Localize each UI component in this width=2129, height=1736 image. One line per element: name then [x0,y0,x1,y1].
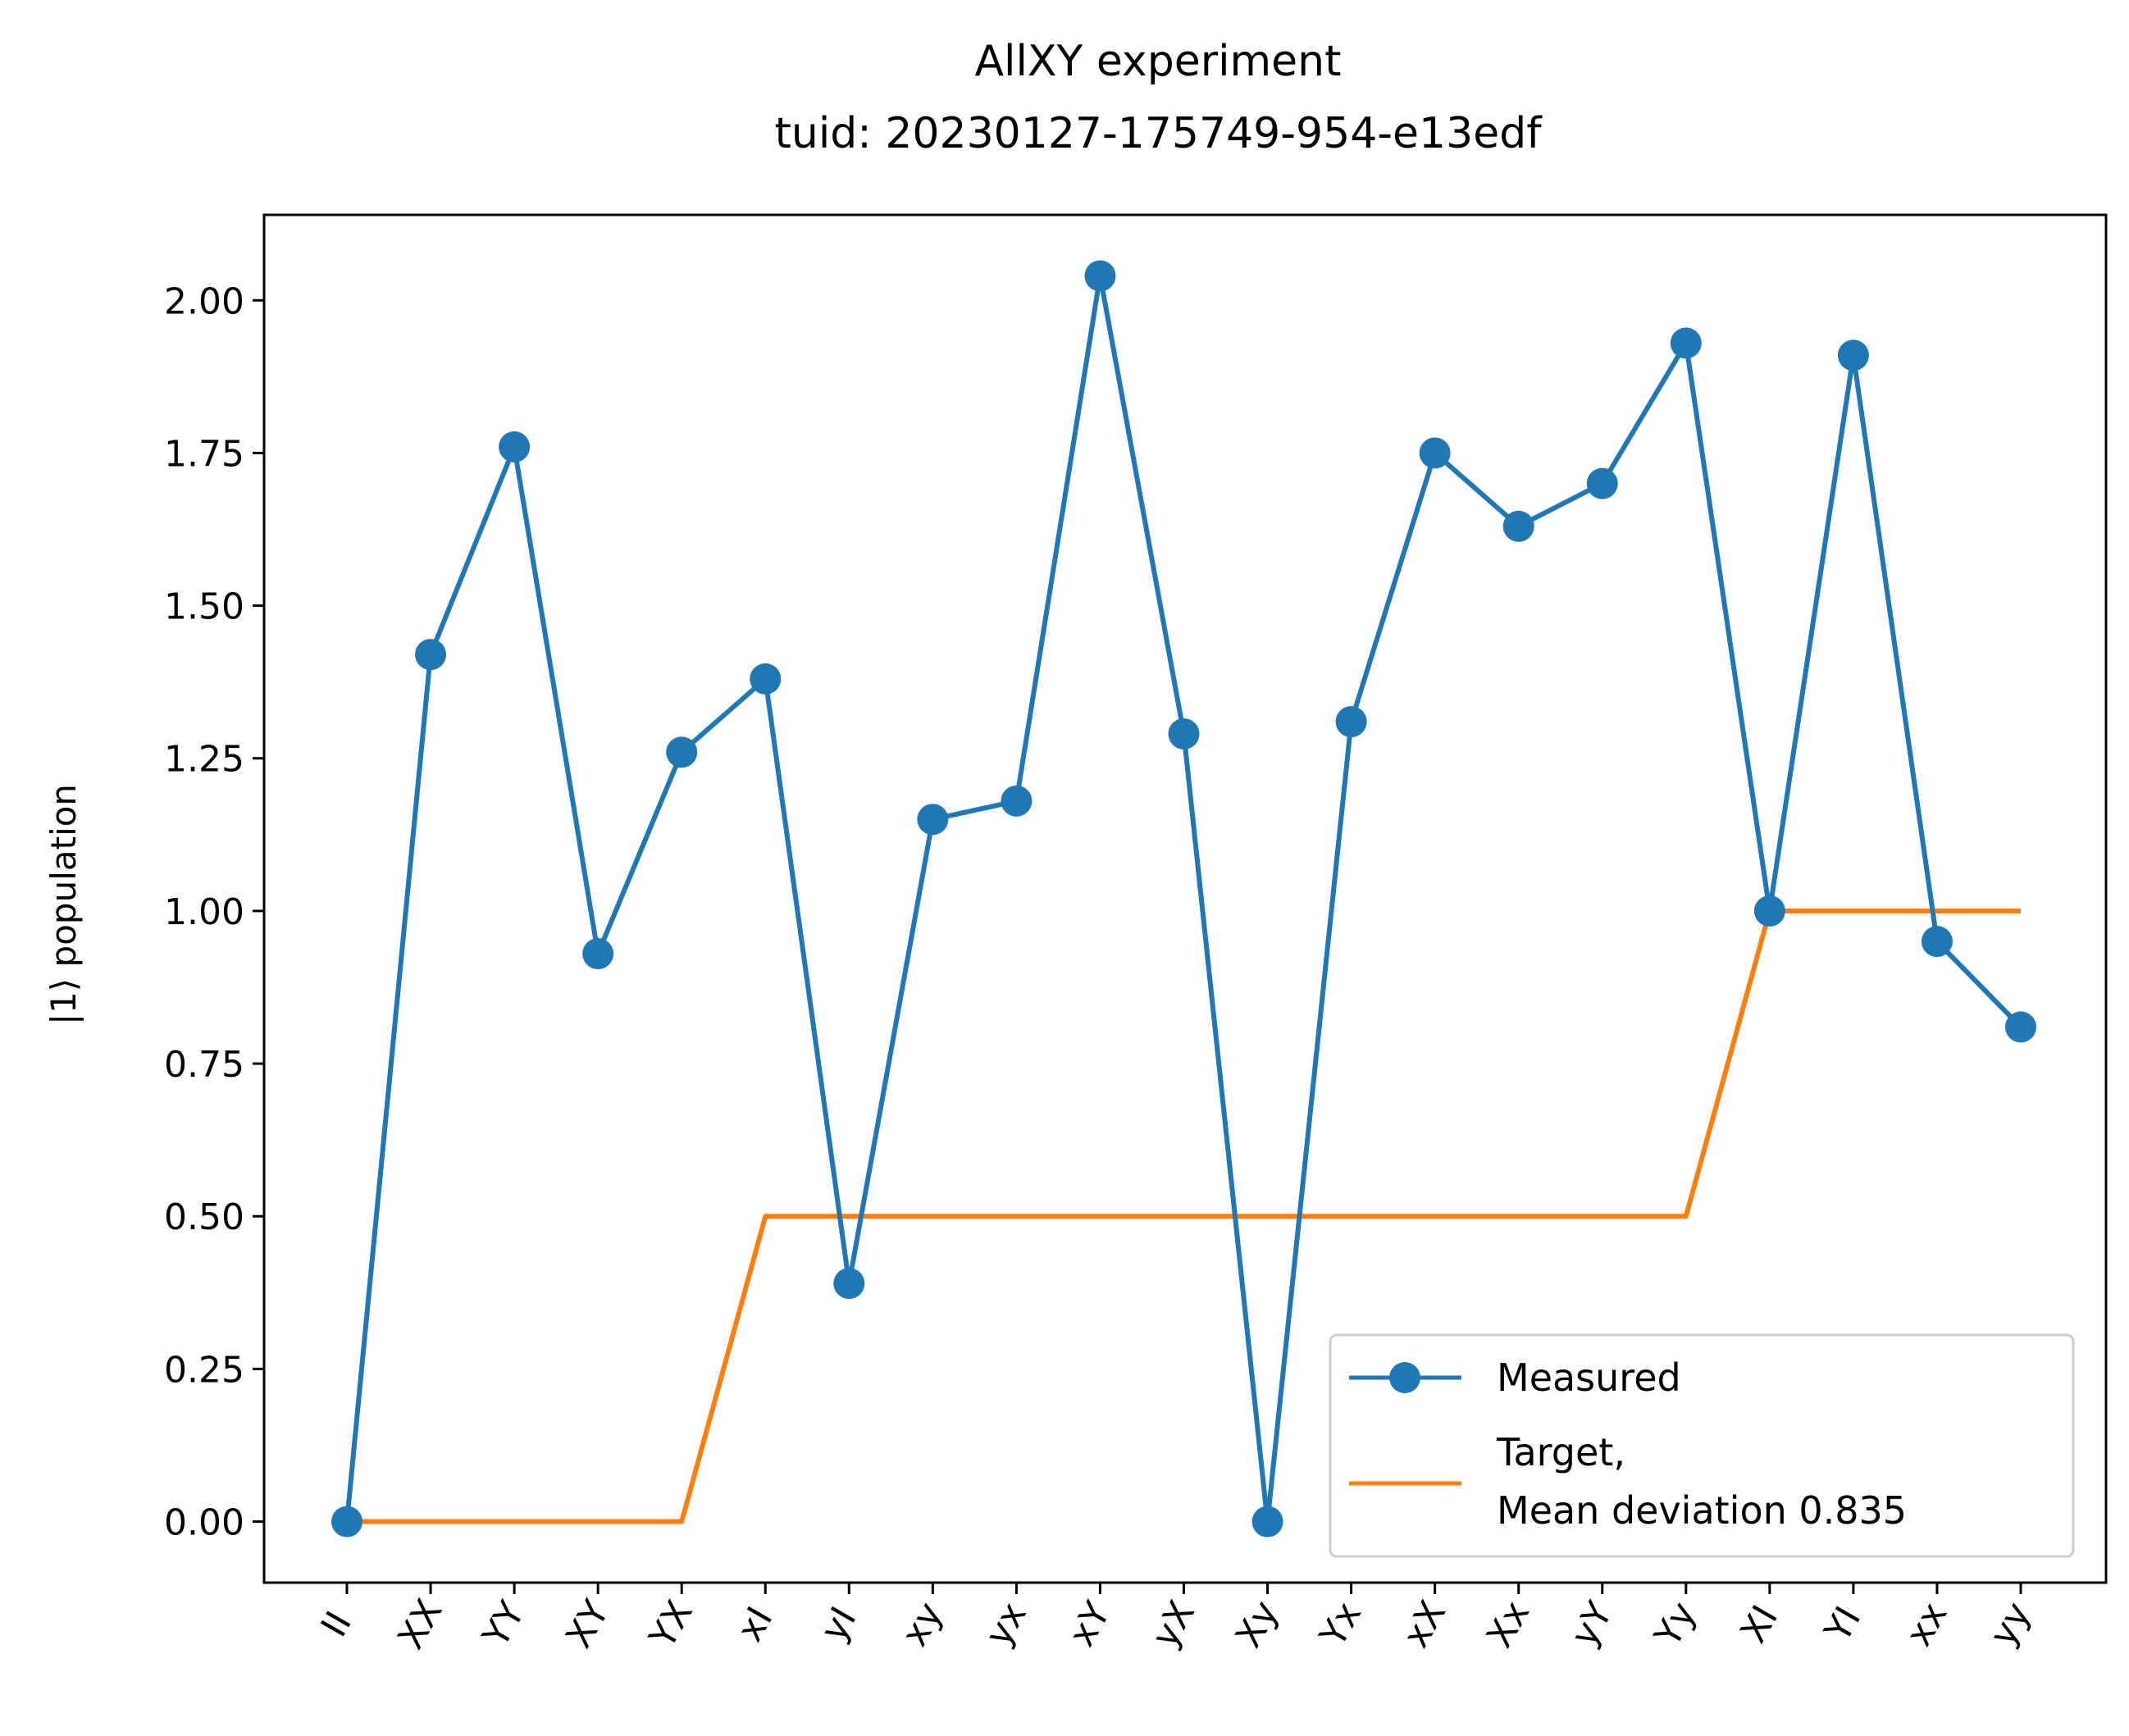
measured-point [1168,718,1200,750]
plot-frame [262,213,2108,1584]
legend: Measured Target, Mean deviation 0.835 [1329,1333,2075,1558]
y-axis: 0.00 0.25 0.50 0.75 1.00 1.25 1.50 1.75 2.00 [164,280,264,1544]
measured-point [1251,1506,1283,1538]
legend-measured-marker [1389,1362,1420,1393]
measured-point [1335,706,1367,738]
measured-point [750,663,782,695]
measured-point [1586,467,1618,499]
measured-point [917,804,949,836]
y-tick-label: 0.75 [164,1044,244,1086]
measured-point [415,639,447,671]
legend-target-label-line2: Mean deviation 0.835 [1497,1488,1907,1533]
chart-subtitle: tuid: 20230127-175749-954-e13edf [774,109,1543,158]
target-series [347,908,2021,1524]
y-tick-label: 2.00 [164,280,244,322]
measured-point [1753,895,1785,927]
legend-measured-label: Measured [1497,1356,1681,1400]
measured-point [582,938,614,970]
y-tick-label: 1.00 [164,891,244,933]
measured-point [666,736,698,768]
measured-point [1502,510,1534,542]
target-series-line [347,908,2021,1524]
measured-point [331,1506,362,1538]
measured-point [1921,926,1953,958]
y-tick-label: 1.50 [164,586,244,628]
y-tick-label: 1.25 [164,739,244,781]
measured-series [331,260,2036,1538]
y-axis-label: |1⟩ population [43,784,84,1025]
chart-title: AllXY experiment [974,37,1341,86]
measured-point [833,1268,865,1300]
legend-box [1329,1333,2075,1558]
measured-point [1837,339,1869,371]
measured-point [1419,437,1451,469]
y-tick-label: 0.00 [164,1502,244,1544]
measured-point [1084,260,1116,292]
y-tick-label: 0.50 [164,1196,244,1238]
measured-point [1001,785,1033,817]
measured-point [1670,327,1702,359]
y-tick-label: 1.75 [164,433,244,475]
legend-target-label-line1: Target, [1496,1430,1625,1474]
measured-point [2005,1011,2036,1043]
y-tick-label: 0.25 [164,1349,244,1391]
measured-point [499,431,531,462]
